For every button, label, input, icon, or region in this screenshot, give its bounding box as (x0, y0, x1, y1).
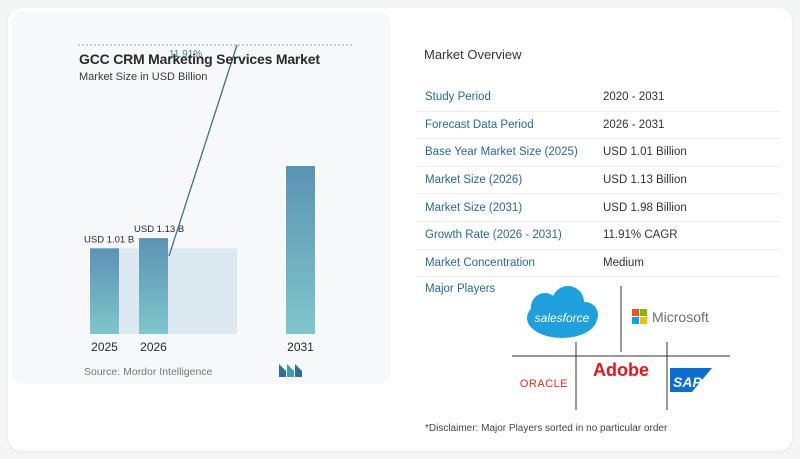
overview-value: 2026 - 2031 (603, 118, 665, 131)
forecast-band (119, 248, 237, 334)
overview-label: Forecast Data Period (425, 118, 534, 131)
chart-panel: 2025 USD 1.01 B 2026 USD 1.13 B 2031 11.91% (12, 12, 390, 384)
overview-value: USD 1.13 Billion (603, 174, 687, 187)
x-tick-label: 2031 (287, 340, 314, 354)
chart-subtitle: Market Size in USD Billion (79, 71, 208, 83)
data-label: USD 1.13 B (134, 224, 184, 235)
overview-value: 2020 - 2031 (603, 91, 665, 104)
overview-label: Growth Rate (2026 - 2031) (425, 229, 562, 242)
overview-value: 11.91% CAGR (603, 229, 678, 242)
overview-title: Market Overview (424, 47, 522, 62)
bar-2031 (286, 166, 315, 334)
cagr-label: 11.91% (169, 49, 202, 60)
overview-table: Study Period 2020 - 2031 Forecast Data Per… (416, 84, 780, 278)
overview-label: Market Size (2031) (425, 201, 523, 214)
overview-value: Medium (603, 256, 644, 269)
overview-value: USD 1.98 Billion (603, 201, 687, 214)
overview-row: Market Size (2026) USD 1.13 Billion (416, 167, 780, 195)
data-label: USD 1.01 B (84, 234, 134, 245)
overview-row: Market Concentration Medium (416, 250, 780, 278)
overview-row: Growth Rate (2026 - 2031) 11.91% CAGR (416, 222, 780, 250)
overview-row: Study Period 2020 - 2031 (416, 84, 780, 112)
overview-label: Study Period (425, 91, 491, 104)
x-tick-label: 2025 (91, 340, 118, 354)
bar-2025 (90, 248, 119, 334)
overview-label: Market Concentration (425, 256, 535, 269)
mordor-intelligence-logo (279, 364, 302, 377)
chart-title: GCC CRM Marketing Services Market (79, 51, 320, 67)
x-tick-label: 2026 (140, 340, 167, 354)
bar-2026 (139, 238, 168, 334)
overview-row: Base Year Market Size (2025) USD 1.01 Bil… (416, 139, 780, 167)
cagr-arrow-line (168, 44, 238, 257)
overview-label: Base Year Market Size (2025) (425, 146, 578, 159)
players-title: Major Players (425, 283, 496, 295)
overview-row: Market Size (2031) USD 1.98 Billion (416, 194, 780, 222)
overview-row: Forecast Data Period 2026 - 2031 (416, 112, 780, 140)
chart-source: Source: Mordor Intelligence (84, 366, 213, 378)
disclaimer: *Disclaimer: Major Players sorted in no … (425, 423, 668, 434)
overview-label: Market Size (2026) (425, 174, 523, 187)
overview-value: USD 1.01 Billion (603, 146, 687, 159)
bar-chart: 2025 USD 1.01 B 2026 USD 1.13 B 2031 11.91% (78, 44, 354, 354)
